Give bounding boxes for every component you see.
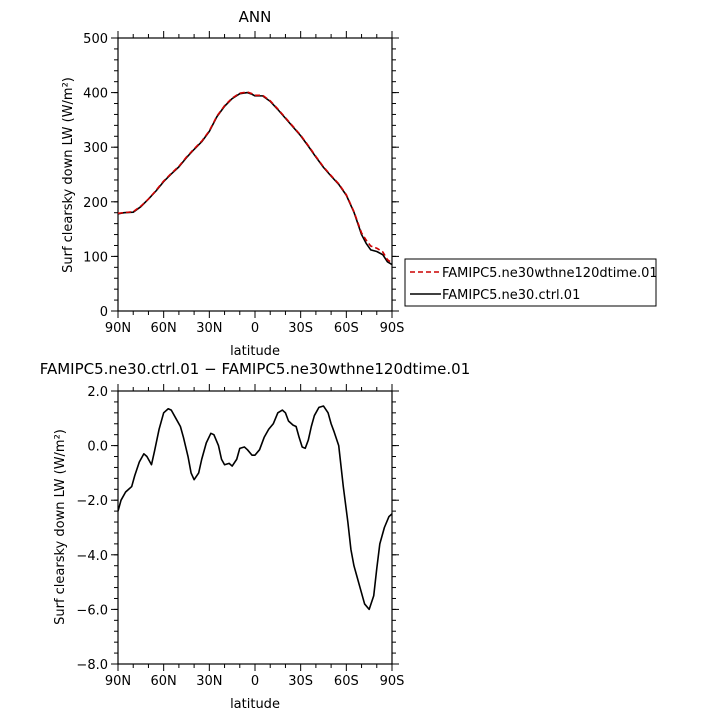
top-plot-frame	[117, 37, 393, 312]
top-x-tick-label: 30S	[288, 321, 313, 336]
top-x-tick-label: 0	[251, 321, 259, 336]
bottom-chart-title: FAMIPC5.ne30.ctrl.01 − FAMIPC5.ne30wthne…	[40, 360, 471, 378]
bottom-y-tick-label: −4.0	[76, 549, 108, 564]
bottom-x-axis-label: latitude	[230, 697, 280, 712]
top-chart-title: ANN	[239, 8, 272, 26]
bottom-y-tick-label: −2.0	[76, 494, 108, 509]
top-y-tick-label: 500	[83, 32, 108, 47]
top-y-tick-label: 200	[83, 196, 108, 211]
top-series-group	[117, 91, 393, 266]
bottom-series-group	[117, 405, 393, 611]
top-y-tick-label: 300	[83, 141, 108, 156]
bottom-y-axis-label: Surf clearsky down LW (W/m²)	[53, 429, 68, 625]
top-x-tick-label: 90N	[105, 321, 131, 336]
bottom-x-tick-label: 30S	[288, 674, 313, 689]
legend-box	[404, 258, 657, 307]
top-panel: ANN 90N 60N 30N 0 30S 60S 90S0100200300400500 …	[61, 8, 658, 359]
bottom-y-tick-label: −6.0	[76, 603, 108, 618]
bottom-axis-ticks: 90N 60N 30N 0 30S 60S 90S −8.0 −6.0 −4.0 −2.0 0.0 2.…	[76, 384, 404, 689]
bottom-panel: FAMIPC5.ne30.ctrl.01 − FAMIPC5.ne30wthne…	[40, 360, 471, 712]
legend-label-ensemble: FAMIPC5.ne30wthne120dtime.01	[442, 266, 658, 281]
bottom-x-tick-label: 90S	[380, 674, 405, 689]
bottom-x-tick-label: 0	[251, 674, 259, 689]
top-x-tick-label: 90S	[380, 321, 405, 336]
legend: FAMIPC5.ne30wthne120dtime.01 FAMIPC5.ne3…	[404, 258, 658, 307]
top-x-axis-label: latitude	[230, 344, 280, 359]
top-series-line-0	[117, 91, 393, 264]
top-y-tick-label: 0	[100, 305, 108, 320]
top-y-tick-label: 100	[83, 250, 108, 265]
top-x-tick-label: 60S	[334, 321, 359, 336]
bottom-x-tick-label: 90N	[105, 674, 131, 689]
bottom-y-tick-label: 0.0	[87, 440, 108, 455]
bottom-x-tick-label: 60N	[151, 674, 177, 689]
top-y-axis-label: Surf clearsky down LW (W/m²)	[61, 77, 76, 273]
top-axis-ticks: 90N 60N 30N 0 30S 60S 90S 0 100 200 300 400 500	[83, 31, 404, 336]
bottom-x-tick-label: 30N	[196, 674, 222, 689]
bottom-y-tick-label: 2.0	[87, 385, 108, 400]
top-x-tick-label: 60N	[151, 321, 177, 336]
bottom-series-line-0	[117, 405, 393, 611]
top-series-line-1	[117, 91, 393, 266]
top-y-tick-label: 400	[83, 87, 108, 102]
bottom-x-tick-label: 60S	[334, 674, 359, 689]
legend-label-ctrl: FAMIPC5.ne30.ctrl.01	[442, 288, 580, 303]
top-x-tick-label: 30N	[196, 321, 222, 336]
bottom-y-tick-label: −8.0	[76, 658, 108, 673]
